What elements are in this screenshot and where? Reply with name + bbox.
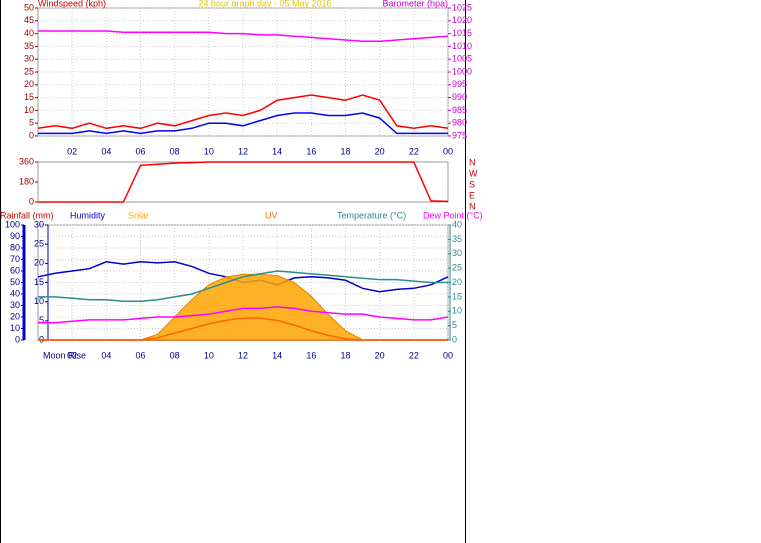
y-tick-label: 5: [39, 315, 44, 325]
legend-label: Dew Point (°C): [423, 210, 483, 220]
y-tick-label: 60: [10, 265, 20, 275]
compass-label: S: [469, 179, 475, 189]
y-tick-label: 35: [24, 41, 34, 51]
y-tick-label: 70: [10, 254, 20, 264]
y-tick-label: 20: [34, 258, 44, 268]
y-tick-label: 1020: [452, 15, 472, 25]
line: [38, 161, 449, 203]
x-tick-label: 18: [340, 350, 350, 360]
y-tick-label: 20: [10, 311, 20, 321]
line: [38, 306, 449, 324]
x-tick-label: 12: [238, 350, 248, 360]
y-tick-label: 80: [10, 242, 20, 252]
y-tick-label: 1005: [452, 54, 472, 64]
y-tick-label: 25: [452, 263, 462, 273]
legend-label: UV: [265, 210, 278, 220]
y-tick-label: 50: [10, 277, 20, 287]
x-tick-label: 18: [340, 146, 350, 156]
annotation: Moon Rise: [43, 350, 86, 360]
y-tick-label: 20: [452, 277, 462, 287]
line: [37, 94, 449, 130]
y-tick-label: 30: [24, 54, 34, 64]
x-tick-label: 00: [443, 146, 453, 156]
y-tick-label: 30: [10, 300, 20, 310]
compass-label: N: [469, 201, 476, 211]
y-axis-label: Windspeed (kph): [38, 0, 106, 8]
y-tick-label: 975: [452, 130, 467, 140]
x-tick-label: 06: [135, 146, 145, 156]
x-tick-label: 04: [101, 146, 111, 156]
y-tick-label: 30: [34, 219, 44, 229]
y-tick-label: 40: [24, 28, 34, 38]
line: [38, 112, 448, 135]
x-tick-label: 12: [238, 146, 248, 156]
chart-title: 24 hour graph day - 05 May 2016: [198, 0, 331, 8]
x-tick-label: 20: [375, 146, 385, 156]
y-tick-label: 0: [29, 196, 34, 206]
line: [38, 30, 449, 43]
y-tick-label: 0: [29, 130, 34, 140]
y-tick-label: 1010: [452, 41, 472, 51]
y-tick-label: 20: [24, 79, 34, 89]
legend-label: Rainfall (mm): [0, 210, 54, 220]
x-tick-label: 22: [409, 146, 419, 156]
x-tick-label: 20: [375, 350, 385, 360]
line: [38, 270, 448, 302]
x-tick-label: 16: [306, 146, 316, 156]
legend-label: Solar: [128, 210, 149, 220]
line: [38, 317, 448, 341]
y-tick-label: 0: [452, 334, 457, 344]
y-tick-label: 0: [15, 334, 20, 344]
y-tick-label: 985: [452, 105, 467, 115]
x-tick-label: 10: [204, 350, 214, 360]
y-tick-label: 995: [452, 79, 467, 89]
compass-label: E: [469, 190, 475, 200]
y-tick-label: 360: [19, 156, 34, 166]
x-tick-label: 06: [135, 350, 145, 360]
y-tick-label: 10: [34, 296, 44, 306]
y-tick-label: 40: [10, 288, 20, 298]
y-tick-label: 15: [34, 277, 44, 287]
y-tick-label: 1015: [452, 28, 472, 38]
y-tick-label: 15: [24, 92, 34, 102]
x-tick-label: 14: [272, 146, 282, 156]
x-tick-label: 00: [443, 350, 453, 360]
y-tick-label: 5: [452, 320, 457, 330]
x-tick-label: 02: [67, 350, 77, 360]
x-tick-label: 16: [306, 350, 316, 360]
x-tick-label: 04: [101, 350, 111, 360]
y-tick-label: 10: [24, 105, 34, 115]
y-tick-label: 180: [19, 176, 34, 186]
y-tick-label: 30: [452, 248, 462, 258]
y-tick-label: 15: [452, 291, 462, 301]
y-tick-label: 100: [5, 219, 20, 229]
x-tick-label: 02: [67, 146, 77, 156]
x-tick-label: 08: [170, 350, 180, 360]
legend-label: Temperature (°C): [337, 210, 406, 220]
y-tick-label: 35: [452, 234, 462, 244]
legend-label: Humidity: [70, 210, 106, 220]
y-tick-label: 10: [10, 323, 20, 333]
y2-axis-label: Barometer (hpa): [382, 0, 448, 8]
x-tick-label: 14: [272, 350, 282, 360]
y-tick-label: 50: [24, 2, 34, 12]
y-tick-label: 90: [10, 231, 20, 241]
y-tick-label: 1000: [452, 66, 472, 76]
compass-label: N: [469, 157, 476, 167]
y-tick-label: 980: [452, 118, 467, 128]
x-tick-label: 08: [170, 146, 180, 156]
x-tick-label: 22: [409, 350, 419, 360]
y-tick-label: 45: [24, 15, 34, 25]
x-tick-label: 10: [204, 146, 214, 156]
y-tick-label: 25: [24, 66, 34, 76]
compass-label: W: [469, 168, 478, 178]
y-tick-label: 10: [452, 306, 462, 316]
y-tick-label: 40: [452, 219, 462, 229]
y-tick-label: 5: [29, 118, 34, 128]
y-tick-label: 25: [34, 239, 44, 249]
y-tick-label: 1025: [452, 2, 472, 12]
y-tick-label: 990: [452, 92, 467, 102]
